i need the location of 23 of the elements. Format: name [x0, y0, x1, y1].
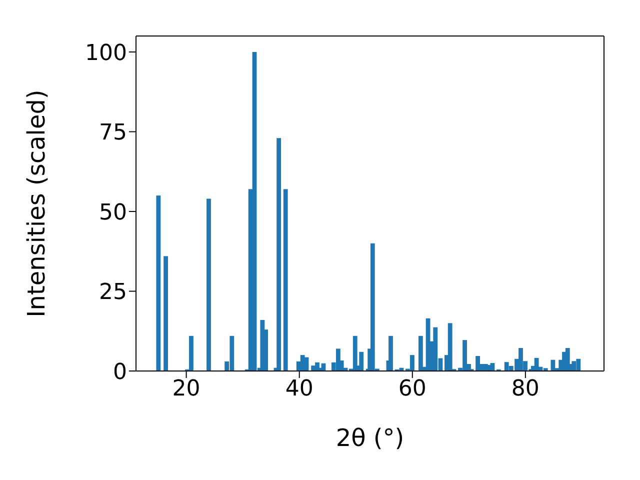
y-tick-label: 50	[99, 200, 127, 226]
bar	[534, 358, 539, 371]
x-tick-label: 80	[511, 376, 540, 402]
x-tick-label: 60	[398, 376, 426, 402]
bar	[283, 189, 288, 371]
bar	[448, 323, 452, 371]
x-tick-label: 20	[172, 376, 200, 402]
bar	[164, 256, 168, 371]
y-tick-label: 25	[99, 280, 127, 306]
x-tick-label: 40	[285, 376, 314, 402]
bar	[336, 348, 340, 371]
bar	[156, 196, 161, 371]
y-tick-label: 0	[113, 360, 127, 385]
bar	[388, 336, 393, 371]
bar	[252, 52, 257, 371]
bar	[276, 138, 282, 371]
x-axis-title: 2θ (°)	[336, 424, 404, 452]
y-tick-label: 75	[99, 120, 127, 146]
y-tick-label: 100	[85, 40, 127, 66]
y-axis-title: Intensities (scaled)	[22, 90, 51, 318]
bar	[206, 198, 211, 371]
bar	[418, 336, 423, 371]
bar	[189, 336, 194, 371]
